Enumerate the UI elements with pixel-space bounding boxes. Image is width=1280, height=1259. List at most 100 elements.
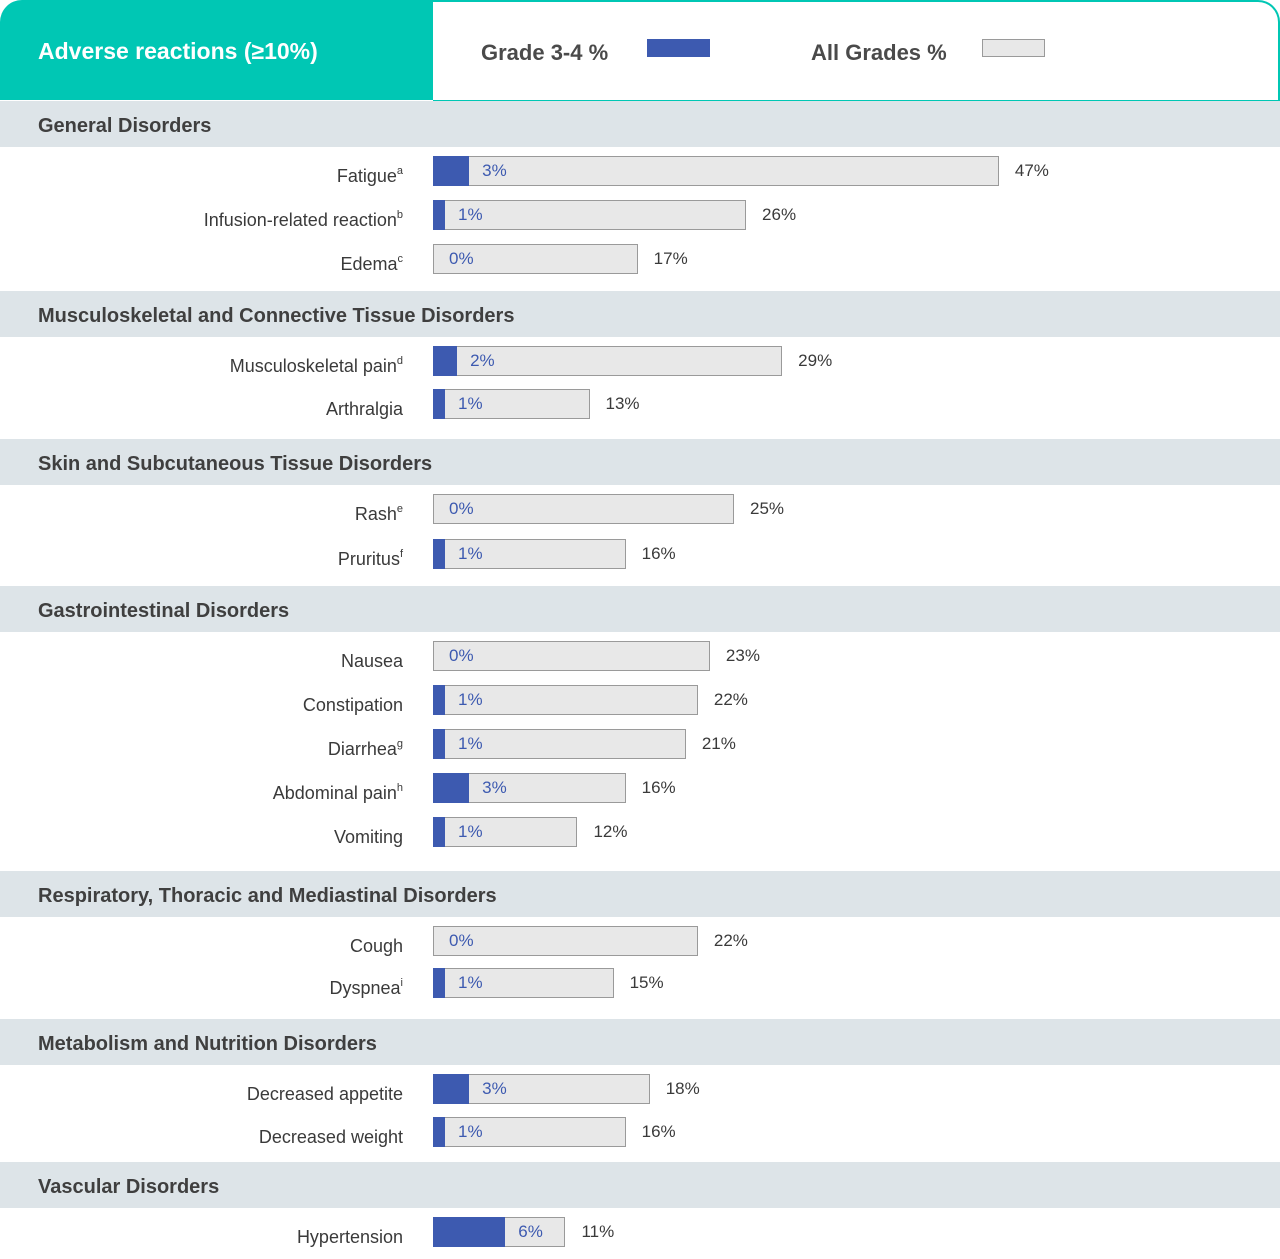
row-label-text: Decreased weight: [258, 1127, 403, 1147]
bar-all-grades-infusion-related-reaction: [433, 200, 747, 230]
row-label-footnote: b: [396, 209, 403, 221]
row-label-text: Nausea: [340, 651, 403, 671]
row-label-footnote: d: [396, 355, 403, 367]
category-label: Musculoskeletal and Connective Tissue Di…: [38, 305, 515, 327]
row-label-text: Fatigue: [336, 166, 397, 186]
bar-grade34-hypertension: [433, 1217, 506, 1247]
row-label-hypertension: Hypertension: [297, 1227, 403, 1248]
bar-grade34-diarrhea: [433, 729, 446, 759]
bar-grade34-decreased-appetite: [433, 1074, 470, 1104]
bar-all-grades-pruritus: [433, 539, 626, 569]
row-label-cough: Cough: [350, 936, 403, 957]
row-label-rash: Rashe: [354, 503, 403, 525]
category-label: Metabolism and Nutrition Disorders: [38, 1033, 377, 1055]
row-label-footnote: g: [396, 738, 403, 750]
row-label-footnote: f: [399, 548, 403, 560]
category-band-vascular-disorders: Vascular Disorders: [0, 1162, 1280, 1208]
title-panel: Adverse reactions (≥10%): [0, 0, 434, 100]
grade34-value-fatigue: 3%: [482, 161, 507, 180]
category-band-respiratory-thoracic-and-mediastinal-disorders: Respiratory, Thoracic and Mediastinal Di…: [0, 871, 1280, 917]
category-band-gastrointestinal-disorders: Gastrointestinal Disorders: [0, 586, 1280, 632]
bar-all-grades-fatigue: [433, 156, 999, 186]
all-grades-value-vomiting: 12%: [593, 822, 628, 841]
all-grades-value-hypertension: 11%: [581, 1222, 615, 1241]
all-grades-value-decreased-appetite: 18%: [665, 1079, 700, 1098]
row-label-footnote: i: [400, 977, 403, 989]
grade34-value-pruritus: 1%: [458, 544, 483, 563]
row-label-text: Decreased appetite: [246, 1084, 403, 1104]
bar-all-grades-arthralgia: [433, 389, 590, 419]
chart-header: Adverse reactions (≥10%) Grade 3-4 % All…: [0, 0, 1280, 102]
grade34-value-edema: 0%: [449, 249, 474, 268]
category-band-skin-and-subcutaneous-tissue-disorders: Skin and Subcutaneous Tissue Disorders: [0, 439, 1280, 485]
row-label-footnote: h: [396, 782, 403, 794]
row-label-footnote: e: [396, 503, 403, 515]
row-label-text: Vomiting: [333, 827, 403, 847]
bar-grade34-infusion-related-reaction: [433, 200, 446, 230]
row-label-decreased-appetite: Decreased appetite: [247, 1084, 403, 1105]
row-label-text: Dyspnea: [329, 978, 401, 998]
all-grades-value-nausea: 23%: [725, 646, 760, 665]
grade34-value-rash: 0%: [449, 499, 474, 518]
grade34-value-constipation: 1%: [458, 690, 483, 709]
bar-all-grades-cough: [433, 926, 698, 956]
legend-label-all-grades: All Grades %: [811, 40, 947, 65]
bar-grade34-constipation: [433, 685, 446, 715]
all-grades-value-diarrhea: 21%: [701, 734, 736, 753]
row-label-text: Rash: [354, 504, 397, 524]
all-grades-value-decreased-weight: 16%: [641, 1122, 676, 1141]
row-label-musculoskeletal-pain: Musculoskeletal paind: [230, 355, 403, 377]
bar-grade34-musculoskeletal-pain: [433, 346, 458, 376]
bar-all-grades-musculoskeletal-pain: [433, 346, 783, 376]
row-label-pruritus: Pruritusf: [337, 548, 403, 570]
all-grades-value-cough: 22%: [713, 931, 748, 950]
row-label-text: Diarrhea: [327, 739, 397, 759]
row-label-vomiting: Vomiting: [334, 827, 403, 848]
category-label: Skin and Subcutaneous Tissue Disorders: [38, 453, 433, 475]
legend-swatch-grade34: [647, 39, 710, 57]
all-grades-value-arthralgia: 13%: [605, 394, 640, 413]
all-grades-value-rash: 25%: [750, 499, 785, 518]
grade34-value-infusion-related-reaction: 1%: [458, 205, 483, 224]
row-label-abdominal-pain: Abdominal painh: [272, 782, 403, 804]
bar-grade34-arthralgia: [433, 389, 446, 419]
bar-grade34-abdominal-pain: [433, 773, 470, 803]
row-label-fatigue: Fatiguea: [336, 165, 403, 187]
category-label: Gastrointestinal Disorders: [38, 600, 290, 622]
grade34-value-hypertension: 6%: [518, 1222, 543, 1241]
bar-all-grades-nausea: [433, 641, 710, 671]
row-label-dyspnea: Dyspneai: [329, 977, 404, 999]
all-grades-value-constipation: 22%: [713, 690, 748, 709]
bar-all-grades-diarrhea: [433, 729, 686, 759]
grade34-value-diarrhea: 1%: [458, 734, 483, 753]
all-grades-value-pruritus: 16%: [641, 544, 676, 563]
category-band-general-disorders: General Disorders: [0, 101, 1280, 147]
row-label-text: Infusion-related reaction: [203, 210, 397, 230]
category-label: Respiratory, Thoracic and Mediastinal Di…: [38, 885, 497, 907]
category-label: General Disorders: [38, 115, 212, 137]
grade34-value-vomiting: 1%: [458, 822, 483, 841]
row-label-infusion-related-reaction: Infusion-related reactionb: [203, 209, 403, 231]
row-label-decreased-weight: Decreased weight: [259, 1127, 403, 1148]
row-label-text: Edema: [340, 254, 398, 274]
row-label-constipation: Constipation: [303, 695, 403, 716]
row-label-text: Abdominal pain: [272, 783, 397, 803]
bar-grade34-pruritus: [433, 539, 446, 569]
all-grades-value-dyspnea: 15%: [629, 973, 664, 992]
row-label-text: Pruritus: [337, 549, 400, 569]
bar-all-grades-dyspnea: [433, 968, 614, 998]
row-label-text: Hypertension: [296, 1227, 403, 1247]
bar-grade34-fatigue: [433, 156, 470, 186]
row-label-text: Arthralgia: [325, 399, 403, 419]
bar-all-grades-vomiting: [433, 817, 578, 847]
grade34-value-decreased-appetite: 3%: [482, 1079, 507, 1098]
row-label-nausea: Nausea: [341, 651, 403, 672]
category-band-metabolism-and-nutrition-disorders: Metabolism and Nutrition Disorders: [0, 1019, 1280, 1065]
grade34-value-abdominal-pain: 3%: [482, 778, 507, 797]
bar-all-grades-rash: [433, 494, 734, 524]
bar-all-grades-decreased-appetite: [433, 1074, 650, 1104]
chart-title: Adverse reactions (≥10%): [38, 38, 318, 64]
grade34-value-arthralgia: 1%: [458, 394, 483, 413]
all-grades-value-fatigue: 47%: [1014, 161, 1049, 180]
row-label-edema: Edemac: [340, 253, 403, 275]
